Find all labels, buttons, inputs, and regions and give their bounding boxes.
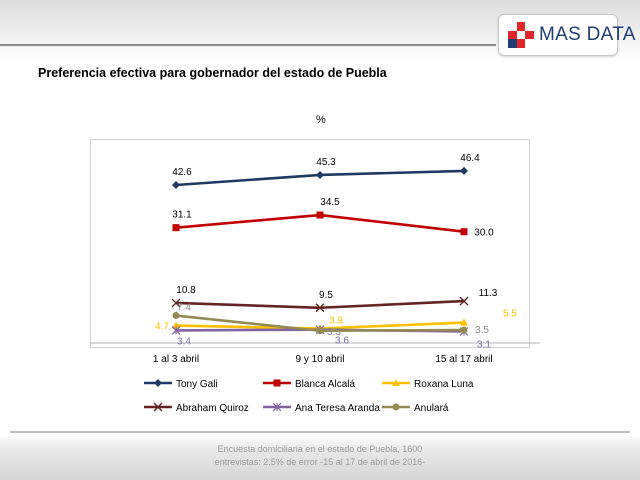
legend-label: Blanca Alcalá (295, 379, 355, 390)
legend-label: Anulará (414, 403, 449, 414)
page-title: Preferencia efectiva para gobernador del… (38, 66, 387, 80)
data-label: 42.6 (172, 167, 192, 178)
legend-marker (392, 379, 400, 386)
data-label: 3.6 (335, 336, 349, 347)
data-label: 45.3 (316, 157, 336, 168)
legend-marker (153, 402, 163, 412)
data-label: 5.5 (503, 309, 517, 320)
logo: MAS DATA (498, 14, 635, 56)
legend-label: Roxana Luna (414, 379, 474, 390)
data-label: 11.3 (479, 288, 498, 299)
header-rule (0, 44, 496, 46)
data-label: 46.4 (460, 153, 480, 164)
data-point (460, 326, 468, 334)
data-label: 3.1 (477, 340, 491, 351)
footer-note: Encuesta domiciliaria en el estado de Pu… (150, 443, 490, 469)
plot-area-frame (90, 139, 530, 348)
data-point (172, 312, 180, 320)
data-point (172, 180, 180, 189)
data-point (171, 325, 181, 335)
logo-text: MAS DATA (539, 24, 636, 45)
data-label: 4.7 (155, 322, 169, 333)
data-point (172, 224, 180, 232)
legend-label: Abraham Quiroz (176, 403, 249, 414)
legend-marker (392, 403, 400, 411)
footer-line-1: Encuesta domiciliaria en el estado de Pu… (217, 444, 423, 454)
series-line-4 (175, 299, 465, 310)
footer-band (0, 434, 640, 480)
data-label: 34.5 (320, 197, 340, 208)
data-point (459, 296, 469, 306)
data-point (316, 170, 324, 179)
data-point (460, 228, 468, 236)
legend-marker (272, 402, 282, 412)
legend-marker (273, 379, 281, 387)
legend-label: Tony Gali (176, 379, 218, 390)
data-label: 7.4 (177, 303, 191, 314)
data-label: 3.4 (177, 336, 191, 347)
data-point (316, 327, 324, 335)
data-point (172, 321, 180, 329)
logo-cross-icon (508, 22, 534, 48)
data-label: 10.8 (176, 285, 196, 296)
x-tick-label: 9 y 10 abril (296, 354, 345, 365)
data-point (316, 211, 324, 219)
x-tick-label: 15 al 17 abril (435, 354, 492, 365)
footer-rule (10, 431, 630, 433)
data-label: 3.5 (475, 325, 489, 336)
footer-line-2: entrevistas: 2.5% de error -15 al 17 de … (214, 457, 426, 467)
data-label: 3.3 (327, 327, 341, 338)
data-point (171, 298, 181, 308)
data-label: 9.5 (319, 290, 333, 301)
unit-label: % (316, 114, 326, 126)
data-label: 3.9 (329, 316, 343, 327)
data-label: 30.0 (474, 228, 494, 239)
legend-marker (154, 379, 162, 387)
data-point (460, 166, 468, 175)
data-point (460, 318, 468, 326)
x-tick-label: 1 al 3 abril (153, 354, 199, 365)
data-label: 31.1 (172, 210, 192, 221)
line-chart: 1 al 3 abril 9 y 10 abril 15 al 17 abril 42… (90, 153, 540, 414)
legend-label: Ana Teresa Aranda (295, 403, 380, 414)
data-point (315, 303, 325, 313)
